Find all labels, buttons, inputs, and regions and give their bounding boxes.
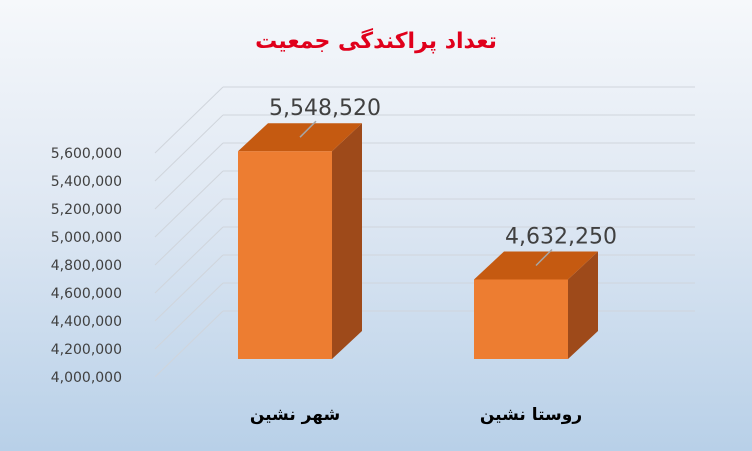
chart-title: تعداد پراکندگی جمعیت — [255, 27, 497, 54]
gridline-depth — [154, 86, 224, 154]
x-category-label: روستا نشین — [480, 405, 582, 425]
bar — [474, 279, 568, 359]
gridline-depth — [154, 282, 224, 350]
y-tick-label: 4,600,000 — [51, 286, 122, 302]
y-tick-label: 5,000,000 — [51, 230, 122, 246]
y-tick-label: 5,600,000 — [51, 146, 122, 162]
gridline-depth — [154, 142, 224, 210]
gridline-depth — [154, 310, 224, 378]
gridline-depth — [154, 170, 224, 238]
y-tick-label: 4,200,000 — [51, 342, 122, 358]
y-tick-label: 4,400,000 — [51, 314, 122, 330]
bar — [238, 151, 332, 359]
y-tick-label: 5,400,000 — [51, 174, 122, 190]
y-tick-label: 5,200,000 — [51, 202, 122, 218]
gridline-depth — [154, 198, 224, 266]
data-label: 4,632,250 — [505, 224, 617, 249]
gridline-depth — [154, 226, 224, 294]
x-category-label: شهر نشین — [250, 405, 340, 425]
data-label: 5,548,520 — [269, 96, 381, 121]
gridline-depth — [154, 254, 224, 322]
data-label-leader — [535, 248, 553, 267]
y-tick-label: 4,800,000 — [51, 258, 122, 274]
gridline-depth — [154, 114, 224, 182]
bar-side-face — [568, 251, 598, 359]
bar-side-face — [332, 123, 362, 359]
data-label-leader — [299, 120, 317, 138]
y-tick-label: 4,000,000 — [51, 370, 122, 386]
